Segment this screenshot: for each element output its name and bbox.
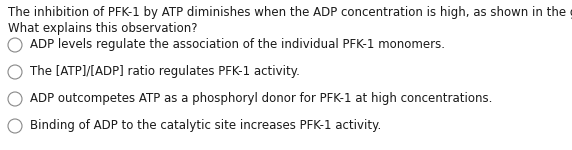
Text: The [ATP]/[ADP] ratio regulates PFK-1 activity.: The [ATP]/[ADP] ratio regulates PFK-1 ac… xyxy=(30,65,300,78)
Text: What explains this observation?: What explains this observation? xyxy=(8,22,197,35)
Circle shape xyxy=(8,38,22,52)
Circle shape xyxy=(8,65,22,79)
Circle shape xyxy=(8,92,22,106)
Text: ADP levels regulate the association of the individual PFK-1 monomers.: ADP levels regulate the association of t… xyxy=(30,38,445,51)
Text: The inhibition of PFK-1 by ATP diminishes when the ADP concentration is high, as: The inhibition of PFK-1 by ATP diminishe… xyxy=(8,6,572,19)
Circle shape xyxy=(8,119,22,133)
Text: ADP outcompetes ATP as a phosphoryl donor for PFK-1 at high concentrations.: ADP outcompetes ATP as a phosphoryl dono… xyxy=(30,92,492,105)
Text: Binding of ADP to the catalytic site increases PFK-1 activity.: Binding of ADP to the catalytic site inc… xyxy=(30,119,382,132)
